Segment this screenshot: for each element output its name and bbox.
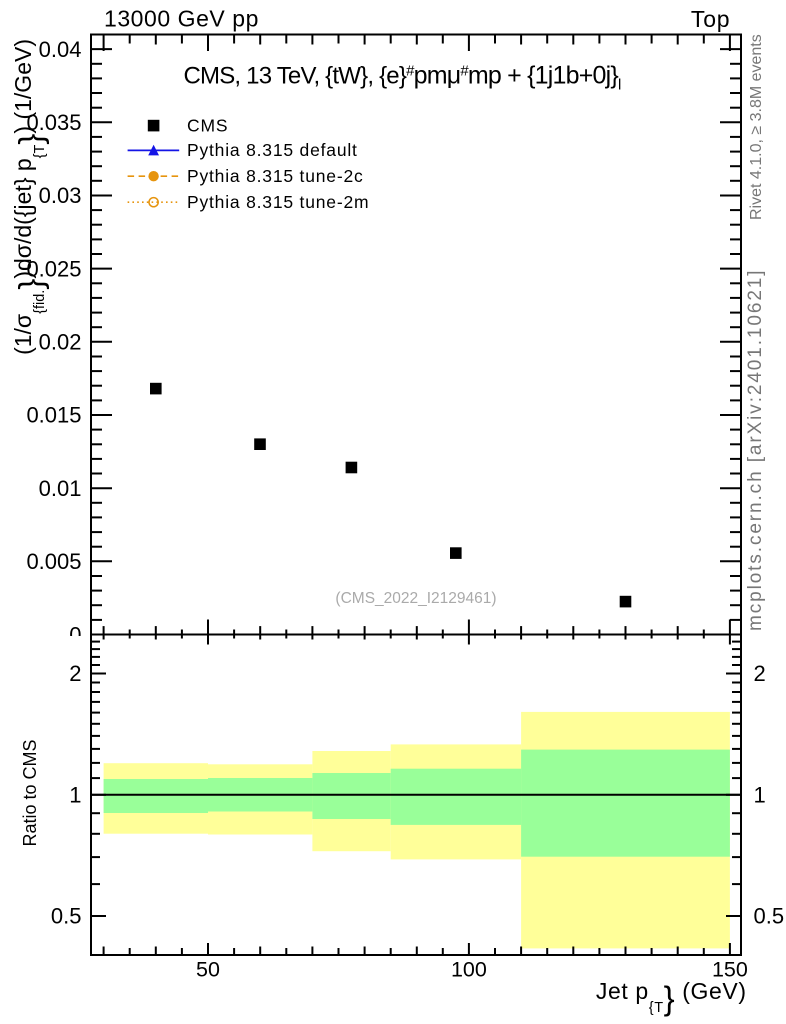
svg-text:2: 2 xyxy=(69,661,81,686)
svg-text:Top: Top xyxy=(691,6,730,32)
svg-text:Pythia 8.315 default: Pythia 8.315 default xyxy=(187,140,358,160)
svg-text:0.035: 0.035 xyxy=(26,110,81,135)
svg-text:Rivet 4.1.0, ≥ 3.8M events: Rivet 4.1.0, ≥ 3.8M events xyxy=(748,34,765,220)
svg-text:Pythia 8.315 tune-2m: Pythia 8.315 tune-2m xyxy=(187,192,369,212)
svg-text:Ratio to CMS: Ratio to CMS xyxy=(20,739,40,846)
svg-text:0.03: 0.03 xyxy=(39,183,82,208)
svg-text:CMS: CMS xyxy=(187,115,228,135)
svg-text:0.015: 0.015 xyxy=(26,403,81,428)
svg-text:0.02: 0.02 xyxy=(39,330,82,355)
svg-text:0.025: 0.025 xyxy=(26,256,81,281)
svg-text:150: 150 xyxy=(712,958,748,982)
svg-text:100: 100 xyxy=(451,958,487,982)
svg-text:50: 50 xyxy=(196,958,220,982)
svg-text:Pythia 8.315 tune-2c: Pythia 8.315 tune-2c xyxy=(187,166,364,186)
svg-text:0.5: 0.5 xyxy=(754,904,785,929)
svg-text:(CMS_2022_I2129461): (CMS_2022_I2129461) xyxy=(335,590,496,607)
svg-text:CMS, 13 TeV, {tW}, {e}#pmμ#mp: CMS, 13 TeV, {tW}, {e}#pmμ#mp + {1j1b+0j… xyxy=(184,62,621,94)
svg-text:0.005: 0.005 xyxy=(26,549,81,574)
svg-text:0.5: 0.5 xyxy=(51,904,82,929)
svg-text:mcplots.cern.ch [arXiv:2401.10: mcplots.cern.ch [arXiv:2401.10621] xyxy=(745,269,766,631)
svg-text:0.01: 0.01 xyxy=(39,476,82,501)
svg-text:2: 2 xyxy=(754,661,766,686)
svg-text:1: 1 xyxy=(754,783,766,808)
svg-text:0.04: 0.04 xyxy=(39,37,82,62)
svg-text:1: 1 xyxy=(69,783,81,808)
svg-text:13000 GeV pp: 13000 GeV pp xyxy=(104,6,259,32)
